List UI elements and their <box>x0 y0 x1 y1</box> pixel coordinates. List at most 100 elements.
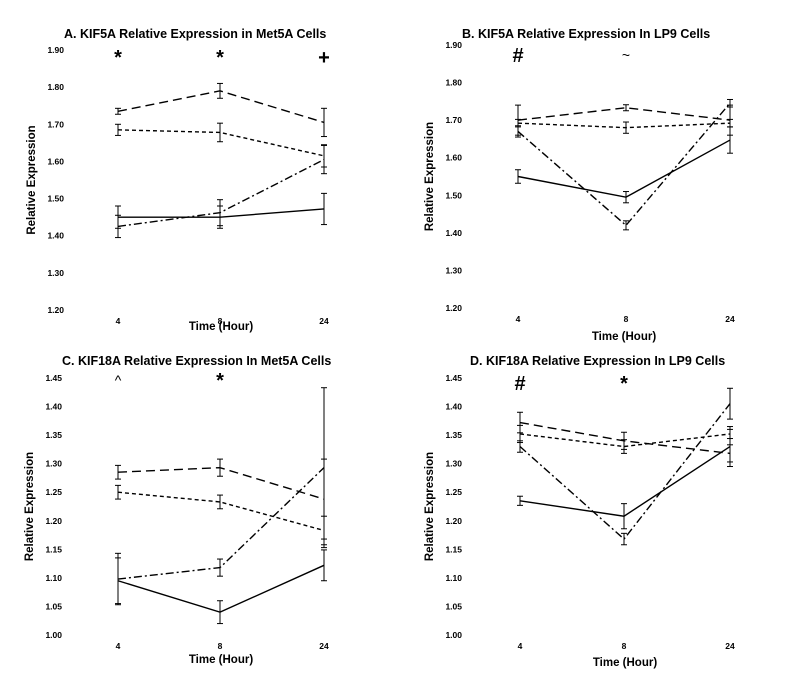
series-line <box>118 208 325 218</box>
series-line <box>519 445 731 517</box>
series-dash-dot <box>115 387 327 606</box>
panel-title: D. KIF18A Relative Expression In LP9 Cel… <box>470 354 725 368</box>
y-axis-label: Relative Expression <box>26 125 38 234</box>
series-short-dash <box>115 122 327 168</box>
y-tick-label: 1.80 <box>445 78 462 88</box>
x-tick-label: 24 <box>319 641 329 651</box>
y-tick-label: 1.40 <box>445 402 462 412</box>
y-tick-label: 1.35 <box>445 430 462 440</box>
series-dash-dot <box>515 98 733 231</box>
significance-marker: ~ <box>622 47 630 63</box>
y-tick-label: 1.20 <box>445 303 462 313</box>
series-short-dash <box>517 424 733 454</box>
significance-marker: # <box>514 373 525 395</box>
x-tick-label: 4 <box>116 316 121 326</box>
panel-title: C. KIF18A Relative Expression In Met5A C… <box>62 354 331 368</box>
panel-1: A. KIF5A Relative Expression in Met5A Ce… <box>26 27 330 333</box>
x-tick-label: 8 <box>218 641 223 651</box>
x-tick-label: 4 <box>516 314 521 324</box>
x-tick-label: 4 <box>518 641 523 651</box>
significance-marker: * <box>216 370 224 392</box>
y-tick-label: 1.30 <box>445 459 462 469</box>
y-tick-label: 1.30 <box>445 265 462 275</box>
series-line <box>117 129 325 157</box>
y-tick-label: 1.60 <box>445 153 462 163</box>
series-line <box>517 107 731 121</box>
series-dash-dot <box>517 387 733 546</box>
y-tick-label: 1.90 <box>445 40 462 50</box>
x-tick-label: 24 <box>319 316 329 326</box>
series-line <box>117 467 325 580</box>
y-tick-label: 1.00 <box>445 630 462 640</box>
series-line <box>117 466 325 500</box>
x-axis-label: Time (Hour) <box>593 657 657 669</box>
y-tick-label: 1.80 <box>47 82 64 92</box>
y-axis-label: Relative Expression <box>424 452 436 561</box>
significance-marker: * <box>114 47 122 69</box>
y-tick-label: 1.30 <box>47 268 64 278</box>
x-tick-label: 4 <box>116 641 121 651</box>
y-tick-label: 1.50 <box>47 194 64 204</box>
x-tick-label: 24 <box>725 641 735 651</box>
x-axis-label: Time (Hour) <box>592 331 656 343</box>
series-line <box>519 403 731 541</box>
series-solid <box>115 192 327 229</box>
x-tick-label: 8 <box>624 314 629 324</box>
series-short-dash <box>515 118 733 134</box>
y-tick-label: 1.40 <box>45 402 62 412</box>
panel-3: C. KIF18A Relative Expression In Met5A C… <box>24 354 331 666</box>
y-tick-label: 1.90 <box>47 45 64 55</box>
y-tick-label: 1.10 <box>45 573 62 583</box>
x-axis-label: Time (Hour) <box>189 654 253 666</box>
panel-title: B. KIF5A Relative Expression In LP9 Cell… <box>462 27 710 41</box>
y-tick-label: 1.00 <box>45 630 62 640</box>
y-tick-label: 1.20 <box>45 516 62 526</box>
series-line <box>117 564 325 613</box>
y-tick-label: 1.50 <box>445 190 462 200</box>
x-tick-label: 24 <box>725 314 735 324</box>
series-long-dash <box>515 104 733 136</box>
y-tick-label: 1.40 <box>445 228 462 238</box>
y-tick-label: 1.60 <box>47 156 64 166</box>
y-tick-label: 1.20 <box>47 305 64 315</box>
series-line <box>519 433 731 448</box>
panel-2: B. KIF5A Relative Expression In LP9 Cell… <box>424 27 735 343</box>
panel-4: D. KIF18A Relative Expression In LP9 Cel… <box>424 354 735 669</box>
y-tick-label: 1.05 <box>45 601 62 611</box>
significance-marker: + <box>318 47 330 69</box>
y-tick-label: 1.20 <box>445 516 462 526</box>
series-solid <box>515 126 733 204</box>
series-line <box>517 139 731 198</box>
x-axis-label: Time (Hour) <box>189 321 253 333</box>
y-tick-label: 1.70 <box>47 119 64 129</box>
series-solid <box>517 426 733 530</box>
y-tick-label: 1.30 <box>45 459 62 469</box>
series-dash-dot <box>115 144 327 239</box>
series-short-dash <box>115 484 327 546</box>
y-tick-label: 1.35 <box>45 430 62 440</box>
significance-marker: * <box>620 373 628 395</box>
x-tick-label: 8 <box>622 641 627 651</box>
panel-title: A. KIF5A Relative Expression in Met5A Ce… <box>64 27 326 41</box>
y-axis-label: Relative Expression <box>424 122 436 231</box>
y-tick-label: 1.45 <box>45 373 62 383</box>
series-long-dash <box>115 82 327 138</box>
series-solid <box>115 549 327 625</box>
series-long-dash <box>115 458 327 540</box>
y-tick-label: 1.25 <box>45 487 62 497</box>
y-tick-label: 1.45 <box>445 373 462 383</box>
y-tick-label: 1.15 <box>445 544 462 554</box>
y-tick-label: 1.70 <box>445 115 462 125</box>
y-tick-label: 1.05 <box>445 601 462 611</box>
significance-marker: ^ <box>115 372 122 388</box>
y-tick-label: 1.10 <box>445 573 462 583</box>
series-line <box>117 90 325 124</box>
y-tick-label: 1.15 <box>45 544 62 554</box>
x-tick-label: 8 <box>218 316 223 326</box>
significance-marker: * <box>216 47 224 69</box>
y-tick-label: 1.25 <box>445 487 462 497</box>
significance-marker: # <box>512 45 523 67</box>
y-axis-label: Relative Expression <box>24 452 36 561</box>
series-line <box>517 122 731 129</box>
